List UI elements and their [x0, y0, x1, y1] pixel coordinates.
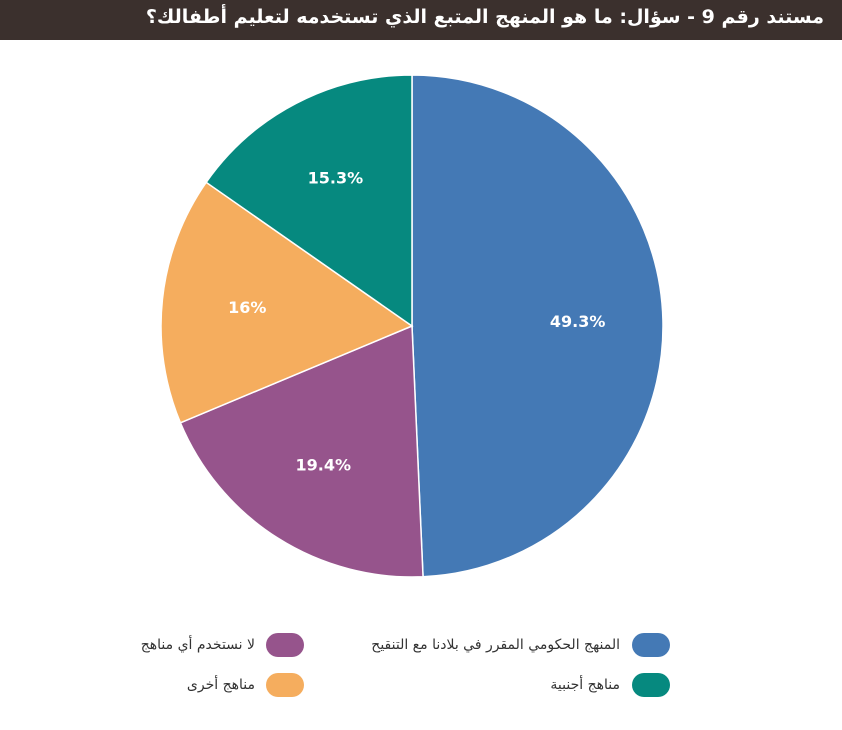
legend-label: المنهج الحكومي المقرر في بلادنا مع التنق…	[371, 637, 620, 653]
value-label: 16%	[228, 298, 266, 317]
pie-slice	[205, 74, 413, 328]
value-label: 15.3%	[308, 169, 364, 188]
legend-label: مناهج أخرى	[186, 677, 255, 693]
pie-slice	[160, 181, 414, 424]
legend-swatch	[266, 633, 304, 657]
legend-swatch	[266, 673, 304, 697]
chart-title: مستند رقم 9 - سؤال: ما هو المنهج المتبع …	[145, 6, 824, 28]
legend-swatch	[632, 673, 670, 697]
value-label: 49.3%	[550, 312, 606, 331]
value-label: 19.4%	[295, 455, 351, 474]
legend-label: مناهج أجنبية	[550, 677, 620, 693]
legend-label: لا نستخدم أي مناهج	[140, 637, 255, 653]
legend-swatch	[632, 633, 670, 657]
header-bar: مستند رقم 9 - سؤال: ما هو المنهج المتبع …	[0, 0, 842, 40]
pie-slice	[411, 74, 664, 578]
pie-slice	[179, 324, 424, 578]
